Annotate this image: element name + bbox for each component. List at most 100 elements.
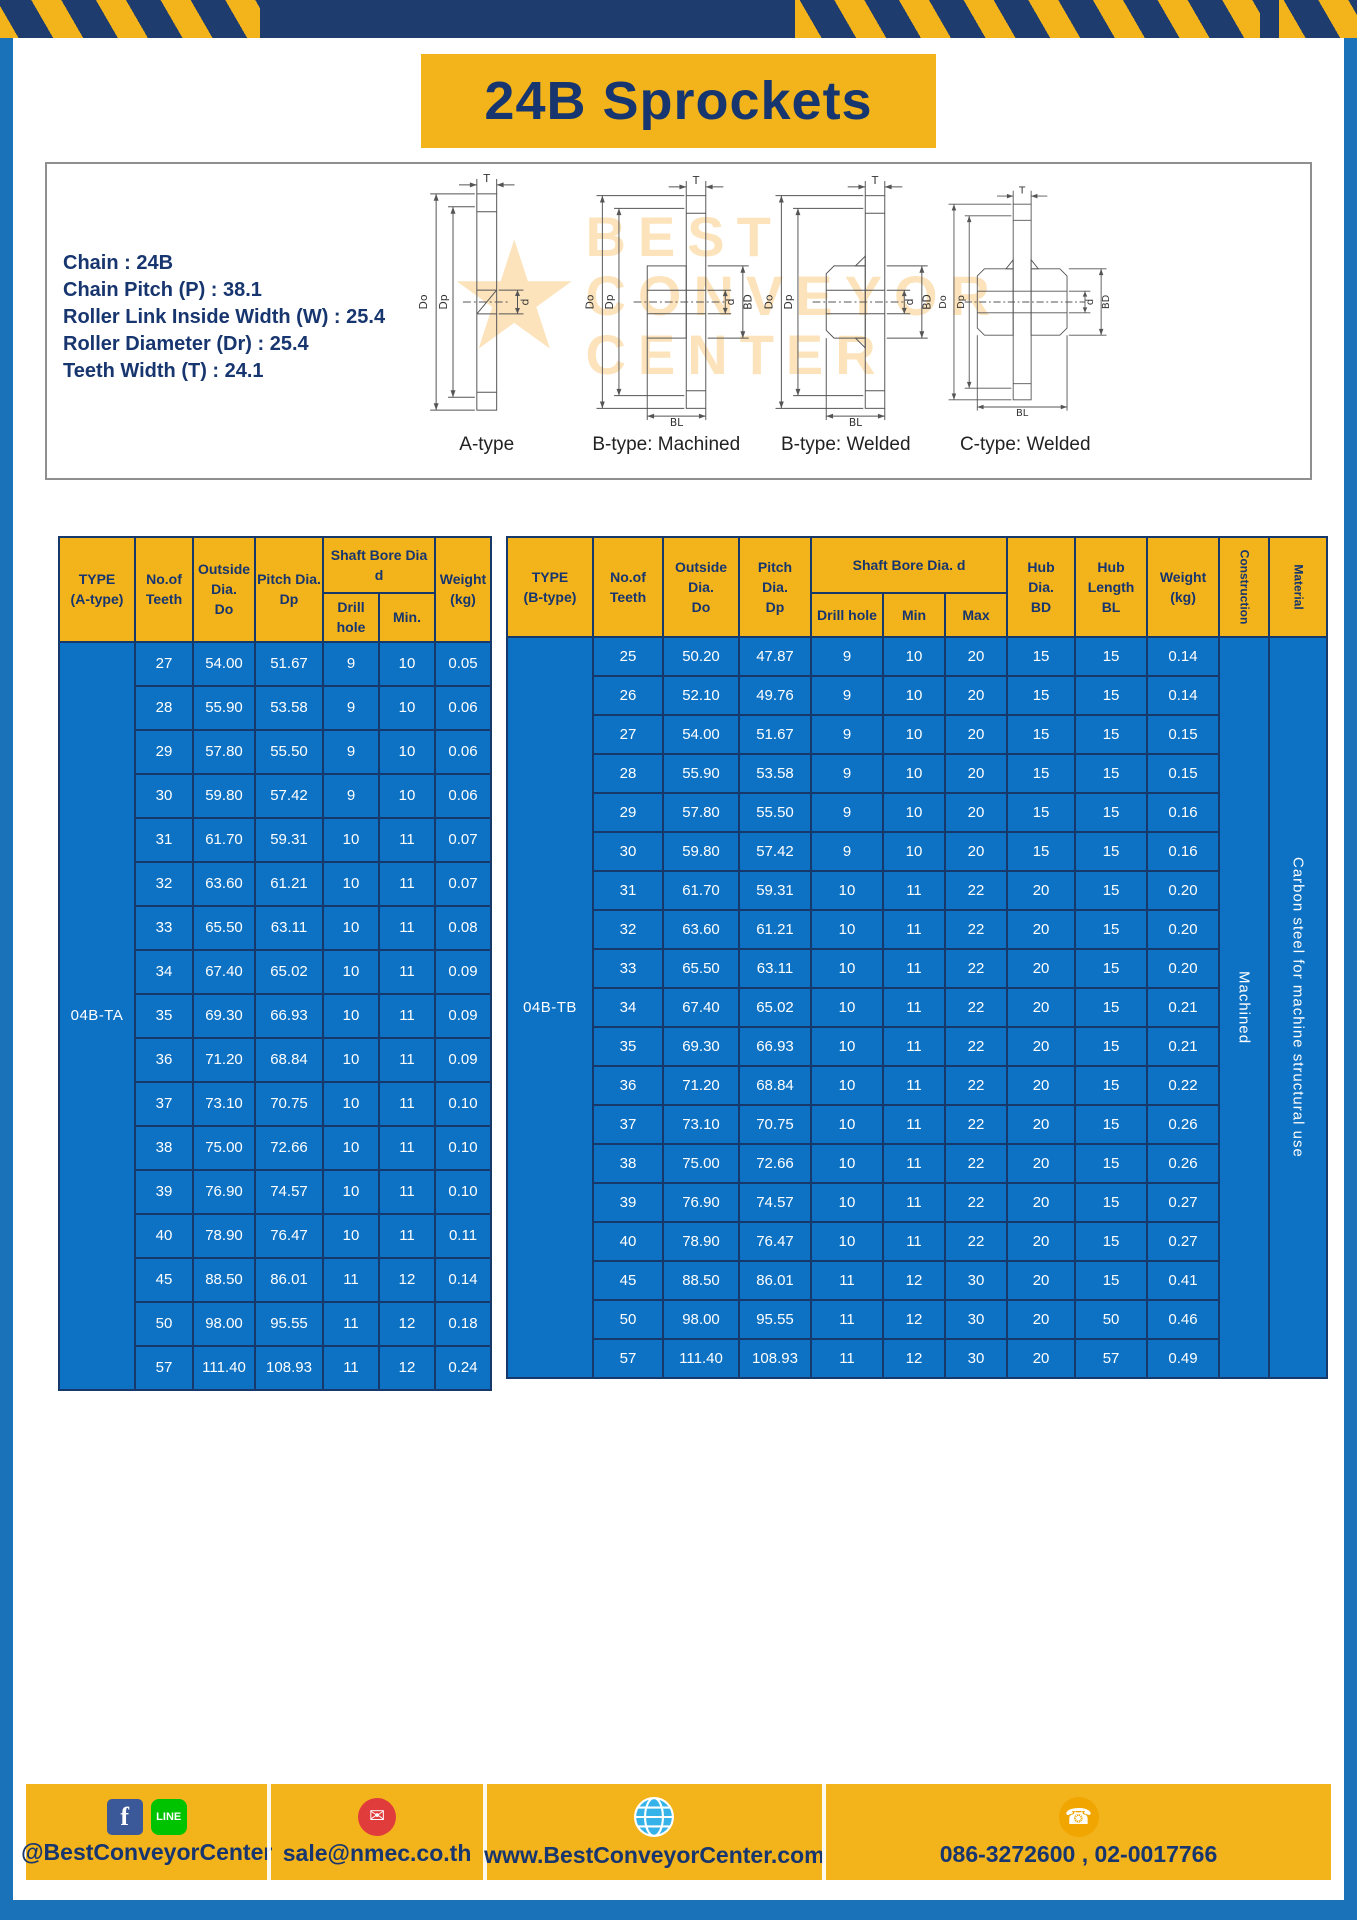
data-cell: 76.90 [192,1168,256,1215]
page-title: 24B Sprockets [484,71,873,131]
chain-specs: Chain : 24B Chain Pitch (P) : 38.1 Rolle… [63,250,385,385]
data-cell: 0.11 [434,1212,492,1259]
data-cell: 15 [1074,792,1149,833]
data-cell: 11 [378,1212,436,1259]
data-cell: 65.50 [662,948,740,989]
data-cell: 15 [1074,987,1149,1028]
data-cell: 52.10 [662,675,740,716]
col-header-hub-length: Hub Length BL [1074,536,1149,638]
data-cell: 20 [1006,1260,1077,1301]
data-row: 30 59.80 57.42 9 10 20 15 15 0.16 [507,831,1327,872]
svg-text:BD: BD [1101,294,1112,309]
col-header-min: Min [882,592,946,638]
data-cell: 50 [592,1299,664,1340]
data-cell: 11 [322,1344,380,1391]
data-cell: 0.46 [1146,1299,1221,1340]
svg-text:BL: BL [849,416,862,429]
data-cell: 10 [378,728,436,775]
data-cell: 11 [378,860,436,907]
footer-phone-section: ☎ 086-3272600 , 02-0017766 [822,1784,1331,1880]
data-cell: 0.24 [434,1344,492,1391]
data-cell: 11 [322,1256,380,1303]
email-text: sale@nmec.co.th [282,1839,472,1866]
data-row: 40 78.90 76.47 10 11 0.11 [59,1212,492,1259]
data-cell: 33 [592,948,664,989]
data-cell: 15 [1074,675,1149,716]
data-cell: 10 [810,1104,884,1145]
svg-text:Dp: Dp [437,294,450,309]
data-cell: 12 [882,1260,946,1301]
svg-text:Dp: Dp [603,294,616,309]
data-cell: 71.20 [192,1036,256,1083]
data-cell: 9 [322,640,380,687]
data-cell: 10 [882,831,946,872]
email-icon: ✉ [358,1797,397,1836]
spec-line: Teeth Width (T) : 24.1 [63,360,264,382]
hazard-top-bar [0,0,1357,38]
data-cell: 22 [943,1104,1009,1145]
data-cell: 15 [1074,1260,1149,1301]
data-cell: 78.90 [192,1212,256,1259]
col-header-hub-dia: Hub Dia. BD [1006,536,1077,638]
data-row: 33 65.50 63.11 10 11 22 20 15 0.20 [507,948,1327,989]
data-cell: 65.02 [738,987,812,1028]
spec-line: Chain : 24B [63,252,174,274]
data-cell: 20 [943,675,1009,716]
data-row: 57 111.40 108.93 11 12 30 20 57 0.49 [507,1338,1327,1379]
data-cell: 37 [134,1080,194,1127]
data-cell: 0.27 [1146,1221,1221,1262]
svg-text:Dp: Dp [955,295,966,309]
data-cell: 15 [1006,753,1077,794]
data-row: 36 71.20 68.84 10 11 0.09 [59,1036,492,1083]
data-cell: 15 [1074,1104,1149,1145]
data-cell: 9 [810,831,884,872]
data-cell: 11 [378,816,436,863]
data-cell: 10 [322,948,380,995]
data-cell: 12 [378,1300,436,1347]
data-cell: 54.00 [662,714,740,755]
data-cell: 49.76 [738,675,812,716]
data-cell: 15 [1074,1182,1149,1223]
data-cell: 11 [378,1168,436,1215]
data-cell: 0.41 [1146,1260,1221,1301]
data-cell: 74.57 [738,1182,812,1223]
sprocket-figure-c-welded: T Do Dp [936,174,1116,476]
svg-text:BL: BL [1016,408,1029,419]
data-cell: 11 [882,1182,946,1223]
material-header-text: Material [1291,564,1306,610]
data-cell: 0.10 [434,1124,492,1171]
data-row: 35 69.30 66.93 10 11 0.09 [59,992,492,1039]
data-cell: 12 [378,1344,436,1391]
data-cell: 0.20 [1146,870,1221,911]
data-cell: 33 [134,904,194,951]
data-cell: 57 [1074,1338,1149,1379]
data-cell: 10 [322,992,380,1039]
hazard-stripes-left [0,0,260,38]
data-cell: 20 [943,636,1009,677]
data-cell: 9 [810,636,884,677]
data-cell: 32 [592,909,664,950]
sprocket-figure-b-welded: T Do Dp [756,174,936,476]
data-cell: 0.05 [434,640,492,687]
data-cell: 9 [810,753,884,794]
data-cell: 76.90 [662,1182,740,1223]
spec-line: Roller Link Inside Width (W) : 25.4 [63,306,386,328]
svg-text:T: T [482,174,490,185]
data-cell: 27 [592,714,664,755]
data-cell: 26 [592,675,664,716]
data-cell: 15 [1074,948,1149,989]
data-cell: 10 [810,1182,884,1223]
data-cell: 11 [882,948,946,989]
data-cell: 50.20 [662,636,740,677]
data-row: 30 59.80 57.42 9 10 0.06 [59,772,492,819]
data-cell: 68.84 [738,1065,812,1106]
data-cell: 11 [378,1080,436,1127]
sprocket-drawing-a-type: T Do Dp [417,174,531,411]
data-cell: 40 [592,1221,664,1262]
data-cell: 10 [810,1143,884,1184]
data-cell: 20 [1006,1338,1077,1379]
data-cell: 20 [1006,1182,1077,1223]
data-cell: 30 [943,1299,1009,1340]
data-row: 39 76.90 74.57 10 11 22 20 15 0.27 [507,1182,1327,1223]
